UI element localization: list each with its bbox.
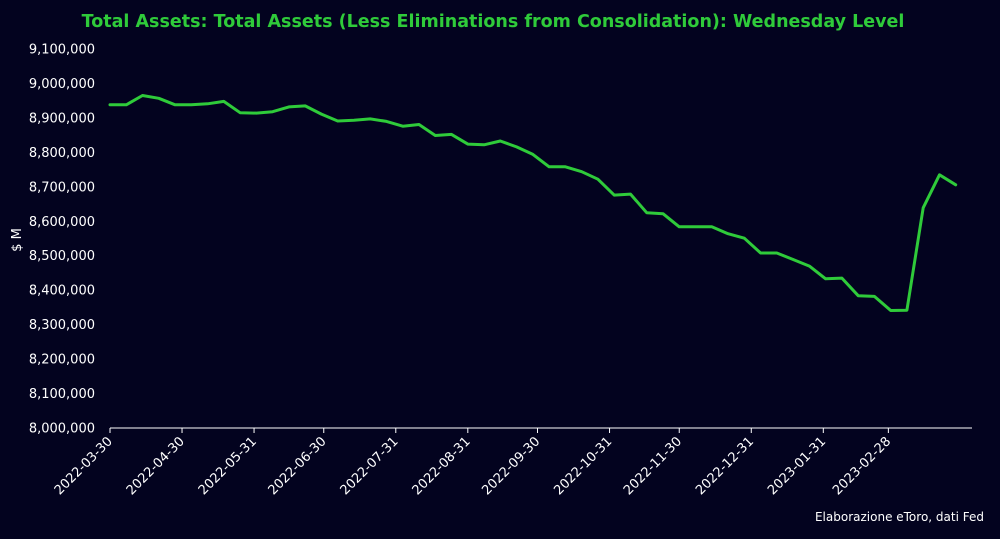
data-point [596, 178, 600, 181]
data-point [840, 276, 844, 280]
y-tick-label: 8,600,000 [29, 215, 95, 230]
y-tick-label: 8,200,000 [29, 353, 95, 368]
y-tick-label: 8,400,000 [29, 284, 95, 299]
data-point [905, 309, 909, 312]
data-point [857, 294, 860, 297]
data-point [645, 211, 648, 214]
x-tick-label: 2023-01-31 [765, 434, 829, 498]
y-tick-label: 9,000,000 [29, 77, 95, 92]
data-point [222, 100, 225, 103]
data-point [954, 183, 957, 186]
data-point [141, 94, 144, 97]
y-tick-label: 8,300,000 [29, 318, 95, 333]
data-point [238, 111, 242, 114]
data-point [678, 225, 681, 228]
data-point [889, 309, 892, 312]
data-point [304, 104, 307, 108]
y-tick-label: 8,700,000 [29, 180, 95, 195]
data-point [726, 232, 730, 235]
y-tick-label: 8,000,000 [29, 422, 95, 437]
data-point [320, 112, 323, 116]
data-point [710, 225, 713, 228]
x-tick-label: 2022-09-30 [479, 434, 543, 498]
data-point [531, 153, 535, 156]
x-tick-label: 2022-11-30 [621, 434, 685, 498]
y-axis-label: $ M [10, 228, 25, 252]
data-point [271, 110, 274, 113]
data-point [125, 103, 128, 107]
data-point [434, 134, 437, 137]
y-axis: 8,000,000 8,100,000 8,200,000 8,300,000 8,40… [29, 43, 95, 437]
data-point [173, 103, 177, 107]
data-point [873, 295, 876, 298]
y-tick-label: 8,500,000 [29, 249, 95, 264]
data-point [401, 125, 404, 128]
x-axis: 2022-03-30 2022-04-30 2022-05-31 2022-06-30… [52, 427, 972, 498]
data-point [661, 212, 665, 215]
data-point [157, 97, 160, 100]
data-point [808, 264, 811, 268]
x-tick-label: 2022-03-30 [52, 434, 116, 498]
data-point [499, 139, 502, 143]
data-point [190, 103, 193, 107]
data-point [824, 277, 827, 280]
data-point [515, 145, 518, 149]
data-point [255, 111, 258, 115]
data-point [547, 165, 551, 168]
data-point [564, 165, 567, 168]
data-point [629, 192, 632, 196]
data-point [775, 251, 778, 255]
x-tick-label: 2022-06-30 [266, 434, 330, 498]
data-point [417, 123, 421, 126]
x-tick-label: 2022-07-31 [338, 434, 402, 498]
data-point [938, 173, 941, 176]
data-point [385, 120, 388, 123]
data-point [791, 258, 795, 261]
data-point [759, 251, 762, 255]
series-layer [108, 94, 958, 312]
data-point [206, 102, 209, 106]
chart-title: Total Assets: Total Assets (Less Elimina… [82, 12, 905, 32]
data-point [694, 225, 697, 228]
data-point [466, 142, 469, 146]
data-point [450, 133, 453, 136]
series-line [108, 94, 958, 312]
x-tick-label: 2022-04-30 [124, 434, 188, 498]
data-point [482, 143, 486, 146]
x-tick-label: 2022-08-31 [410, 434, 474, 498]
x-tick-label: 2022-10-31 [551, 434, 615, 498]
data-point [922, 206, 925, 209]
data-point [613, 193, 616, 197]
data-point [352, 119, 356, 122]
y-tick-label: 9,100,000 [29, 43, 95, 58]
data-point [336, 119, 339, 123]
data-point [108, 103, 112, 107]
y-tick-label: 8,100,000 [29, 387, 95, 402]
x-tick-label: 2022-12-31 [693, 434, 757, 498]
data-point [580, 170, 583, 173]
y-tick-label: 8,900,000 [29, 111, 95, 126]
data-point [287, 105, 291, 109]
data-point [369, 117, 372, 121]
data-point [743, 237, 746, 240]
x-tick-label: 2022-05-31 [196, 434, 260, 498]
source-note: Elaborazione eToro, dati Fed [815, 510, 984, 524]
x-tick-label: 2023-02-28 [830, 434, 894, 498]
y-tick-label: 8,800,000 [29, 146, 95, 161]
